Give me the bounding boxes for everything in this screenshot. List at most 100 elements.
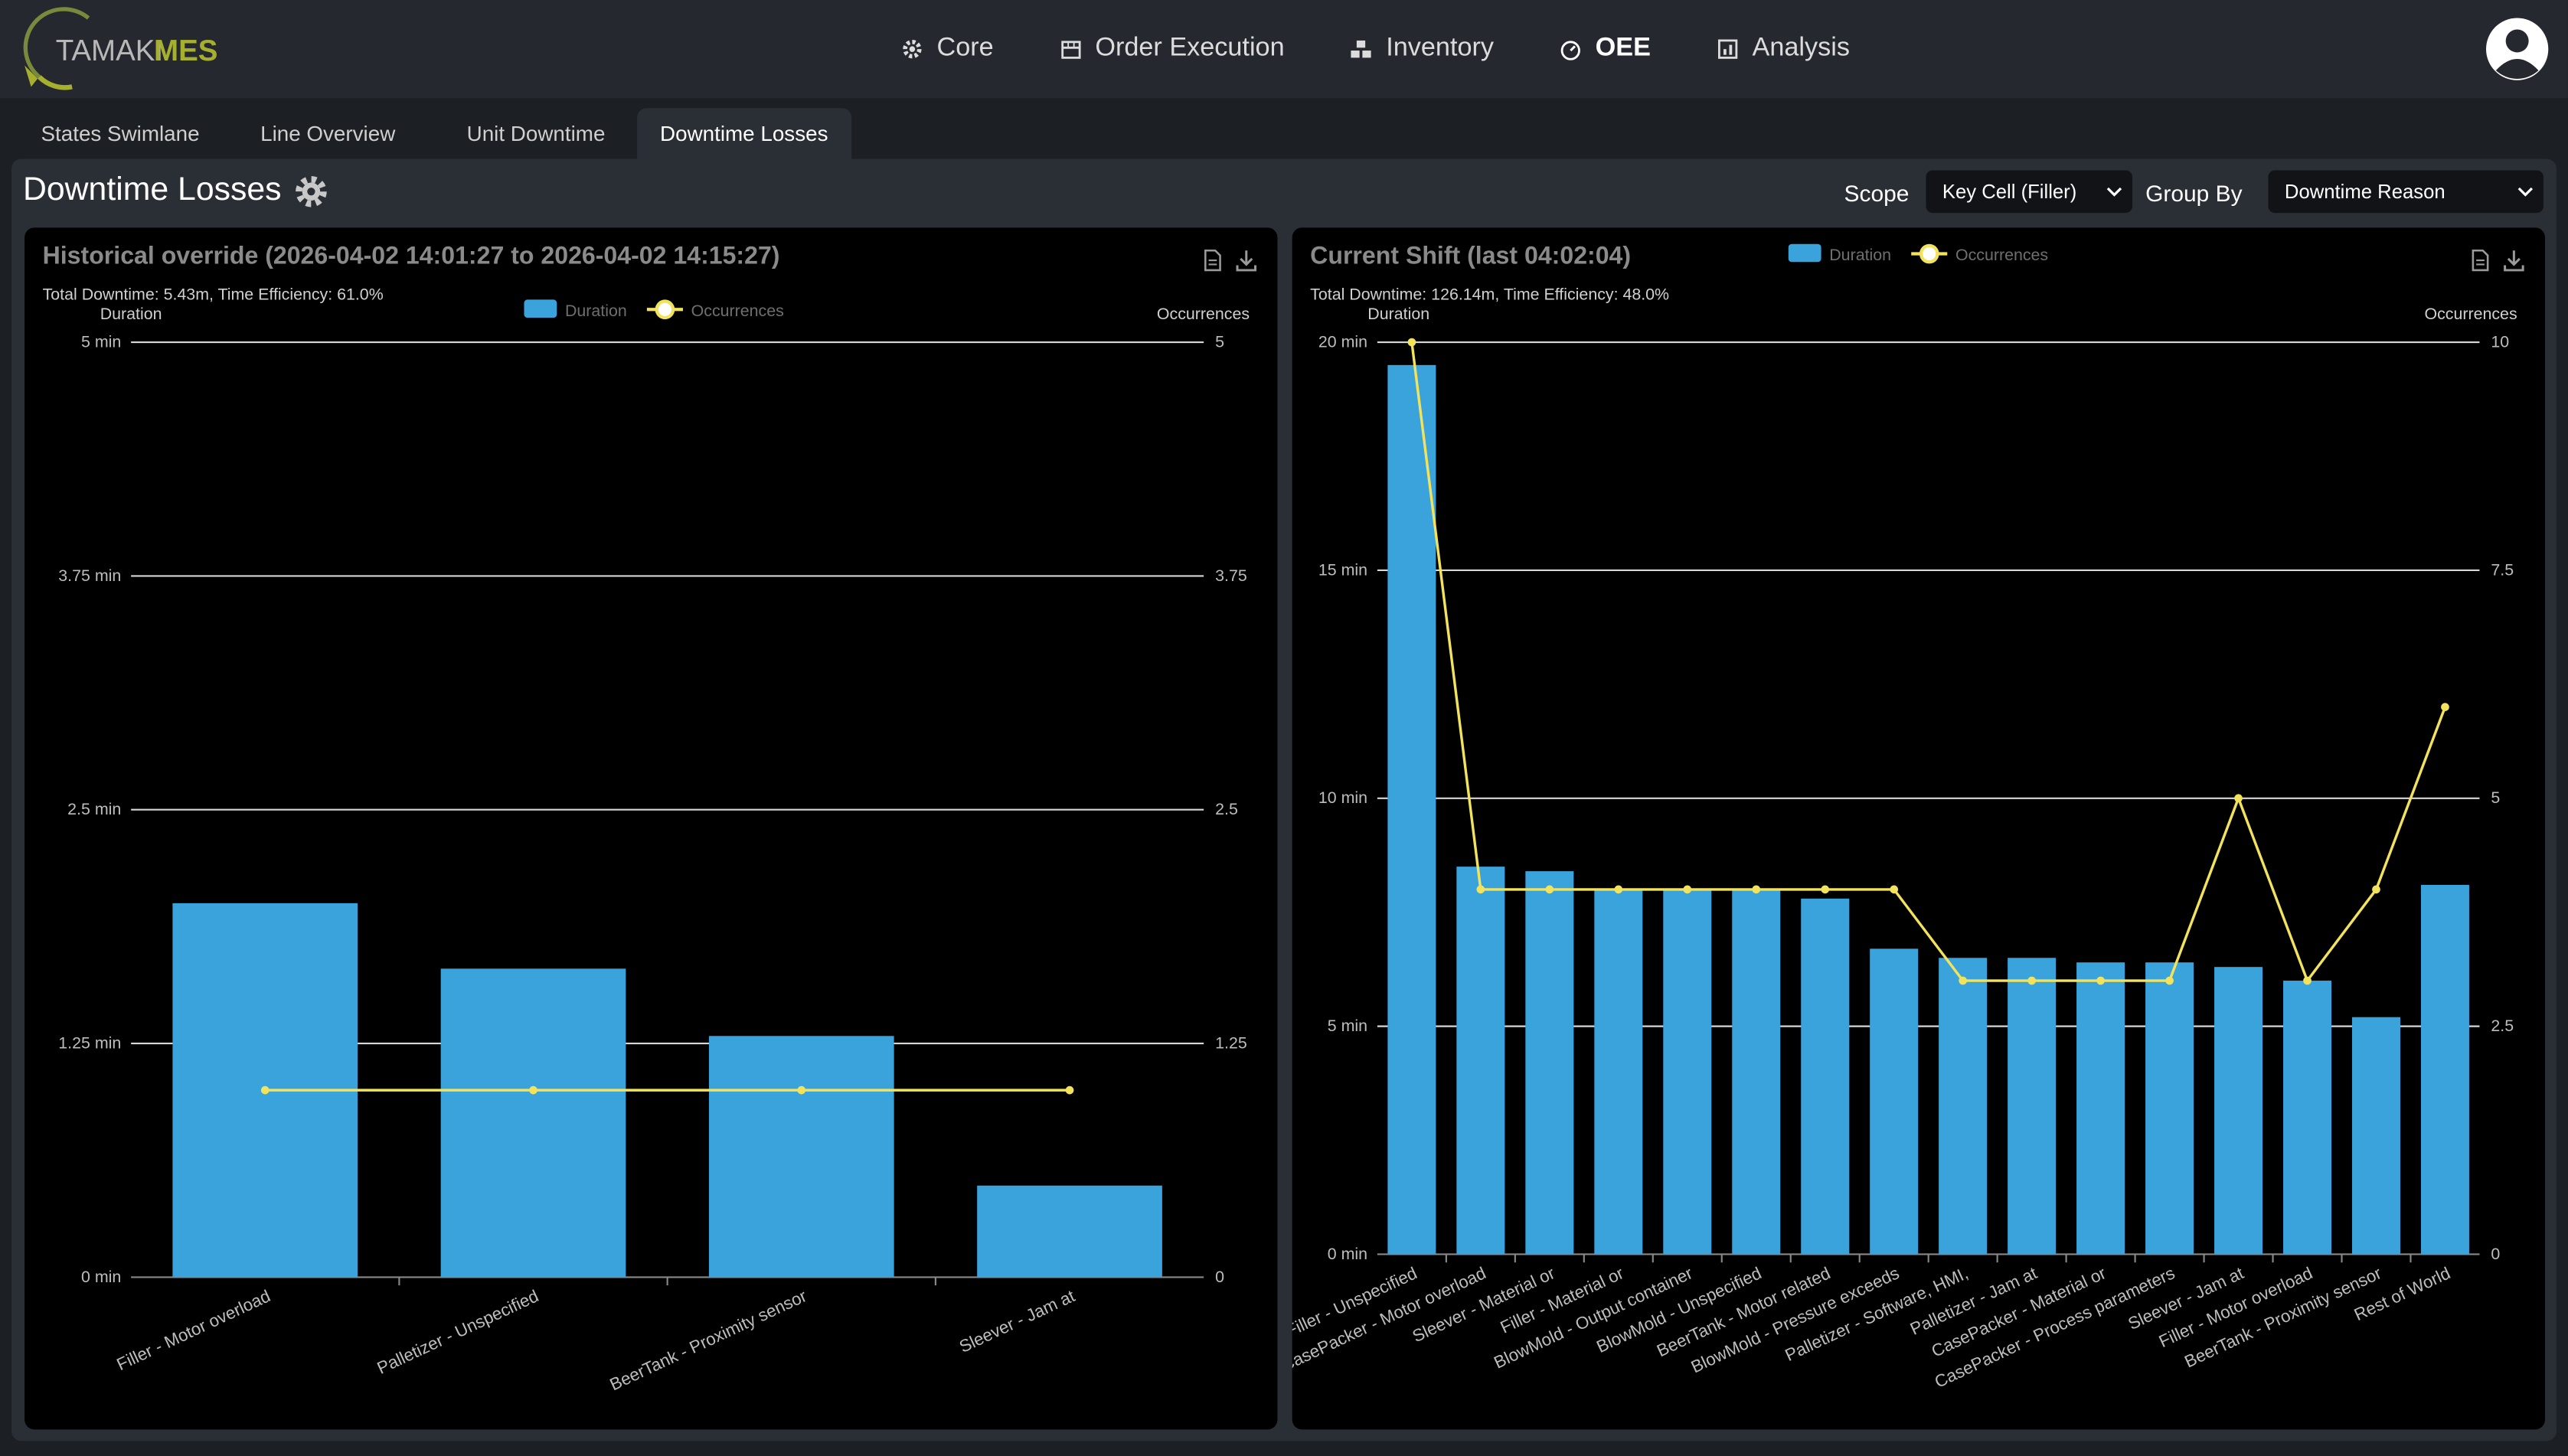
occurrences-point xyxy=(1545,885,1554,894)
y2-axis-title: Occurrences xyxy=(1157,305,1250,323)
bar-duration xyxy=(2076,962,2125,1255)
bar-duration xyxy=(2283,981,2332,1255)
historical-chart-panel: Historical override (2026-04-02 14:01:27… xyxy=(25,227,1278,1430)
bar-duration xyxy=(708,1036,894,1278)
logo-text-tamaki: TAMAKI xyxy=(56,34,163,67)
store-icon xyxy=(1060,41,1080,59)
occurrences-point xyxy=(1614,885,1623,894)
legend-duration-swatch xyxy=(1788,243,1821,263)
occurrences-point xyxy=(1821,885,1830,894)
nav-label-inventory: Inventory xyxy=(1386,34,1495,63)
chart-title: Current Shift (last 04:02:04) xyxy=(1310,241,1631,269)
chart-subtitle: Total Downtime: 5.43m, Time Efficiency: … xyxy=(43,285,384,303)
x-category-label: Filler - Motor overload xyxy=(114,1286,273,1374)
occurrences-point xyxy=(1959,976,1968,985)
page-title: Downtime Losses xyxy=(22,171,282,208)
occurrences-point xyxy=(1683,885,1692,894)
occurrences-point xyxy=(1890,885,1899,894)
bar-duration xyxy=(1456,867,1505,1255)
tab-downtime-losses[interactable]: Downtime Losses xyxy=(637,108,851,159)
bar-duration xyxy=(2420,884,2469,1255)
nav-item-inventory[interactable]: Inventory xyxy=(1350,34,1494,64)
download-icon[interactable] xyxy=(1235,249,1258,272)
y2-tick-label: 0 xyxy=(2491,1245,2500,1263)
occurrences-point xyxy=(2165,976,2174,985)
bar-duration xyxy=(1594,889,1643,1255)
nav-item-order-execution[interactable]: Order Execution xyxy=(1059,34,1285,64)
chart-title: Historical override (2026-04-02 14:01:27… xyxy=(43,241,780,269)
y-tick-label: 1.25 min xyxy=(58,1033,121,1052)
chart-legend: Duration Occurrences xyxy=(1788,243,2048,264)
main-nav: Core Order Execution Inventory OEE Analy… xyxy=(900,0,1850,98)
occurrences-line xyxy=(1410,341,2447,984)
y2-tick-label: 5 xyxy=(2491,788,2500,807)
bar-duration xyxy=(2008,958,2057,1255)
top-navigation-bar: TAMAKI MES Core Order Execution Inventor… xyxy=(0,0,2568,99)
tab-states-swimlane[interactable]: States Swimlane xyxy=(41,121,200,146)
tab-line-overview[interactable]: Line Overview xyxy=(260,121,396,146)
legend-duration-swatch xyxy=(524,299,557,318)
group-by-select[interactable]: Downtime Reason xyxy=(2268,170,2543,214)
x-category-label: BeerTank - Proximity sensor xyxy=(607,1286,810,1394)
y2-tick-label: 2.5 xyxy=(2491,1017,2514,1035)
y-tick-label: 10 min xyxy=(1318,788,1367,807)
download-icon[interactable] xyxy=(2502,249,2525,272)
chart-subtitle: Total Downtime: 126.14m, Time Efficiency… xyxy=(1310,285,1669,303)
bar-duration xyxy=(1525,871,1574,1255)
chart-icon xyxy=(1717,39,1738,59)
historical-downtime-chart: Historical override (2026-04-02 14:01:27… xyxy=(43,241,1250,1394)
bar-duration xyxy=(1870,948,1919,1255)
nav-item-analysis[interactable]: Analysis xyxy=(1716,34,1850,64)
bar-duration xyxy=(1387,364,1436,1255)
settings-gear-icon[interactable] xyxy=(293,174,329,210)
occurrences-point xyxy=(2441,703,2449,711)
bar-duration xyxy=(440,968,626,1278)
current-shift-chart-panel: Current Shift (last 04:02:04) Total Downt… xyxy=(1292,227,2546,1430)
bar-duration xyxy=(2145,962,2194,1255)
x-category-label: Sleever - Jam at xyxy=(956,1286,1078,1356)
y-tick-label: 15 min xyxy=(1318,560,1367,579)
group-by-label: Group By xyxy=(2145,180,2243,207)
y-axis-title: Duration xyxy=(100,305,162,323)
user-avatar-icon[interactable] xyxy=(2483,15,2552,83)
bar-duration xyxy=(977,1185,1162,1278)
x-category-label: Palletizer - Unspecified xyxy=(374,1286,542,1378)
occurrences-point xyxy=(1476,885,1485,894)
y-tick-label: 2.5 min xyxy=(67,800,121,818)
logo-text-mes: MES xyxy=(154,34,217,67)
y2-tick-label: 0 xyxy=(1215,1268,1224,1286)
gear-icon xyxy=(903,40,922,59)
current-shift-downtime-chart: Current Shift (last 04:02:04) Total Downt… xyxy=(1292,241,2517,1391)
occurrences-point xyxy=(2096,976,2105,985)
bar-duration xyxy=(1663,889,1712,1255)
legend-duration-label: Duration xyxy=(565,302,627,320)
legend-occurrences-label: Occurrences xyxy=(691,302,784,320)
bar-duration xyxy=(2351,1017,2400,1255)
legend-duration-label: Duration xyxy=(1829,246,1891,264)
y-axis-title: Duration xyxy=(1367,305,1429,323)
occurrences-point xyxy=(797,1085,806,1095)
legend-occurrences-marker xyxy=(1919,243,1939,264)
y-tick-label: 20 min xyxy=(1318,332,1367,351)
boxes-icon xyxy=(1351,40,1372,58)
y-tick-label: 5 min xyxy=(1328,1017,1367,1035)
occurrences-point xyxy=(2027,976,2036,985)
nav-item-oee[interactable]: OEE xyxy=(1560,34,1651,64)
y-tick-label: 0 min xyxy=(1328,1245,1367,1263)
tab-unit-downtime[interactable]: Unit Downtime xyxy=(466,121,606,146)
occurrences-point xyxy=(2303,976,2312,985)
nav-label-order-execution: Order Execution xyxy=(1095,34,1285,63)
occurrences-point xyxy=(260,1085,270,1095)
bar-duration xyxy=(1801,898,1850,1255)
occurrences-point xyxy=(1065,1085,1074,1095)
bar-duration xyxy=(1939,958,1988,1255)
tamaki-mes-logo[interactable]: TAMAKI MES xyxy=(23,5,227,93)
scope-select[interactable]: Key Cell (Filler) xyxy=(1926,170,2132,214)
nav-item-core[interactable]: Core xyxy=(900,34,994,64)
y-tick-label: 0 min xyxy=(81,1268,121,1286)
y2-tick-label: 1.25 xyxy=(1215,1033,1247,1052)
chart-legend: Duration Occurrences xyxy=(524,299,784,320)
document-icon[interactable] xyxy=(2468,249,2491,272)
document-icon[interactable] xyxy=(1201,249,1224,272)
